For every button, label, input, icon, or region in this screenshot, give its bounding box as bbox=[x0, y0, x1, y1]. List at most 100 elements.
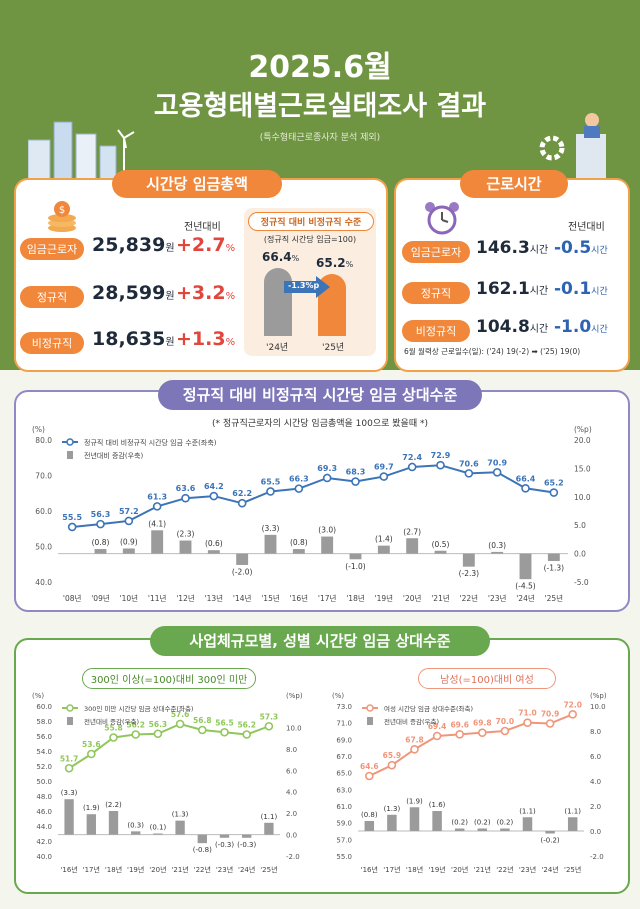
legend-bar-swatch bbox=[67, 717, 73, 725]
mini-subtitle: (정규직 시간당 임금=100) bbox=[263, 235, 357, 244]
mini-bar1-label: '24년 bbox=[266, 343, 289, 353]
line-point bbox=[294, 484, 304, 493]
y-right-tick-label: 6.0 bbox=[286, 767, 297, 775]
chart3-title: 남성(=100)대비 여성 bbox=[418, 668, 556, 689]
line-point bbox=[87, 749, 96, 759]
bar-change-label: (1.4) bbox=[375, 535, 393, 544]
bar-change-label: (-0.8) bbox=[193, 846, 212, 854]
x-tick-label: '21년 bbox=[431, 593, 450, 603]
legend-line-label: 정규직 대비 비정규직 시간당 임금 수준(좌축) bbox=[84, 438, 217, 447]
x-tick-label: '18년 bbox=[406, 865, 423, 874]
line-point bbox=[131, 730, 140, 739]
line-point bbox=[436, 460, 445, 470]
y-right-tick-label: 5.0 bbox=[574, 521, 586, 530]
line-point bbox=[432, 731, 442, 741]
line-point bbox=[220, 727, 229, 737]
bar-change bbox=[197, 834, 207, 844]
bar-change-label: (3.3) bbox=[61, 789, 78, 797]
hours-change: -1.0시간 bbox=[554, 317, 608, 337]
hours-row-label: 비정규직 bbox=[402, 320, 470, 342]
series-line bbox=[72, 464, 554, 528]
x-tick-label: '20년 bbox=[149, 865, 166, 874]
line-point-label: 56.8 bbox=[193, 716, 212, 725]
bar-change bbox=[86, 814, 96, 835]
y-right-tick-label: 6.0 bbox=[590, 753, 601, 761]
line-point bbox=[364, 771, 374, 781]
y-right-tick-label: 10.0 bbox=[286, 724, 302, 732]
x-tick-label: '22년 bbox=[460, 593, 479, 603]
y-left-tick-label: 80.0 bbox=[35, 436, 52, 445]
mini-title: 정규직 대비 비정규직 수준 bbox=[248, 212, 374, 231]
line-point bbox=[549, 488, 559, 497]
bar-change-label: (1.9) bbox=[406, 797, 423, 805]
line-point-label: 64.2 bbox=[204, 482, 224, 491]
line-point bbox=[322, 473, 332, 483]
bar-change bbox=[179, 540, 192, 554]
line-point bbox=[410, 745, 419, 754]
y-left-tick-label: 70.0 bbox=[35, 472, 52, 481]
x-tick-label: '22년 bbox=[496, 865, 513, 874]
y-right-tick-label: -2.0 bbox=[286, 853, 300, 861]
x-tick-label: '21년 bbox=[171, 865, 188, 874]
bar-change bbox=[94, 549, 107, 554]
bar-change-label: (-0.2) bbox=[541, 837, 560, 845]
line-point bbox=[464, 469, 474, 478]
line-point-label: 69.4 bbox=[428, 722, 447, 731]
line-point-label: 56.2 bbox=[237, 721, 256, 730]
bar-change bbox=[432, 811, 442, 831]
line-point-label: 56.2 bbox=[126, 721, 145, 730]
line-point-label: 71.0 bbox=[518, 709, 537, 718]
y-left-tick-label: 40.0 bbox=[36, 853, 52, 861]
line-point bbox=[237, 498, 247, 508]
y-left-tick-label: 55.0 bbox=[336, 853, 352, 861]
line-point-label: 57.3 bbox=[260, 712, 279, 721]
bar-change bbox=[64, 799, 74, 835]
bar-change bbox=[175, 820, 185, 835]
bar-change-label: (0.6) bbox=[205, 539, 223, 548]
line-point bbox=[523, 718, 532, 727]
hours-value: 162.1시간 bbox=[476, 279, 549, 299]
line-point-label: 61.3 bbox=[147, 492, 167, 501]
y-right-tick-label: -2.0 bbox=[590, 853, 604, 861]
line-point-label: 72.4 bbox=[402, 453, 422, 462]
hours-row-label: 정규직 bbox=[402, 282, 470, 304]
hours-row-label: 임금근로자 bbox=[402, 241, 470, 263]
line-point-label: 69.8 bbox=[473, 719, 492, 728]
y-right-tick-label: 15.0 bbox=[574, 464, 591, 473]
series-line bbox=[68, 722, 270, 770]
bar-change bbox=[500, 828, 510, 831]
y-left-unit: (%) bbox=[32, 692, 44, 700]
line-point-label: 63.6 bbox=[176, 484, 196, 493]
bar-change bbox=[477, 828, 488, 831]
line-point-label: 70.9 bbox=[487, 458, 507, 467]
coins-icon: $ bbox=[48, 201, 76, 232]
y-left-tick-label: 71.0 bbox=[336, 720, 352, 728]
y-right-unit: (%p) bbox=[574, 426, 592, 434]
line-point bbox=[109, 733, 118, 742]
line-point bbox=[198, 725, 207, 735]
hours-change-header: 전년대비 bbox=[568, 222, 605, 233]
y-right-tick-label: 4.0 bbox=[286, 789, 297, 797]
bar-change bbox=[131, 831, 141, 835]
bar-change bbox=[377, 545, 390, 554]
bar-change bbox=[387, 814, 397, 831]
bar-change-label: (1.1) bbox=[519, 807, 536, 815]
bar-change-label: (-2.3) bbox=[459, 569, 480, 578]
x-tick-label: '20년 bbox=[451, 865, 468, 874]
alarm-clock-icon bbox=[425, 202, 459, 235]
x-tick-label: '11년 bbox=[148, 593, 167, 603]
x-tick-label: '17년 bbox=[318, 593, 337, 603]
y-left-tick-label: 59.0 bbox=[336, 820, 352, 828]
chart1-subtitle: (* 정규직근로자의 시간당 임금총액을 100으로 봤을때 *) bbox=[212, 419, 428, 429]
x-tick-label: '25년 bbox=[564, 865, 581, 874]
legend-line-label: 300인 미만 시간당 임금 상대수준(좌축) bbox=[84, 704, 193, 713]
bar-change bbox=[545, 831, 555, 834]
y-right-tick-label: 8.0 bbox=[286, 746, 297, 754]
y-right-tick-label: -5.0 bbox=[574, 578, 589, 587]
wage-row-label: 임금근로자 bbox=[20, 238, 84, 260]
mini-arrow-label: -1.3%p bbox=[288, 281, 320, 290]
y-right-tick-label: 2.0 bbox=[286, 810, 297, 818]
gear-icon bbox=[539, 135, 565, 161]
wage-row-label: 비정규직 bbox=[20, 332, 84, 354]
wage-value: 28,599원 bbox=[92, 282, 175, 304]
